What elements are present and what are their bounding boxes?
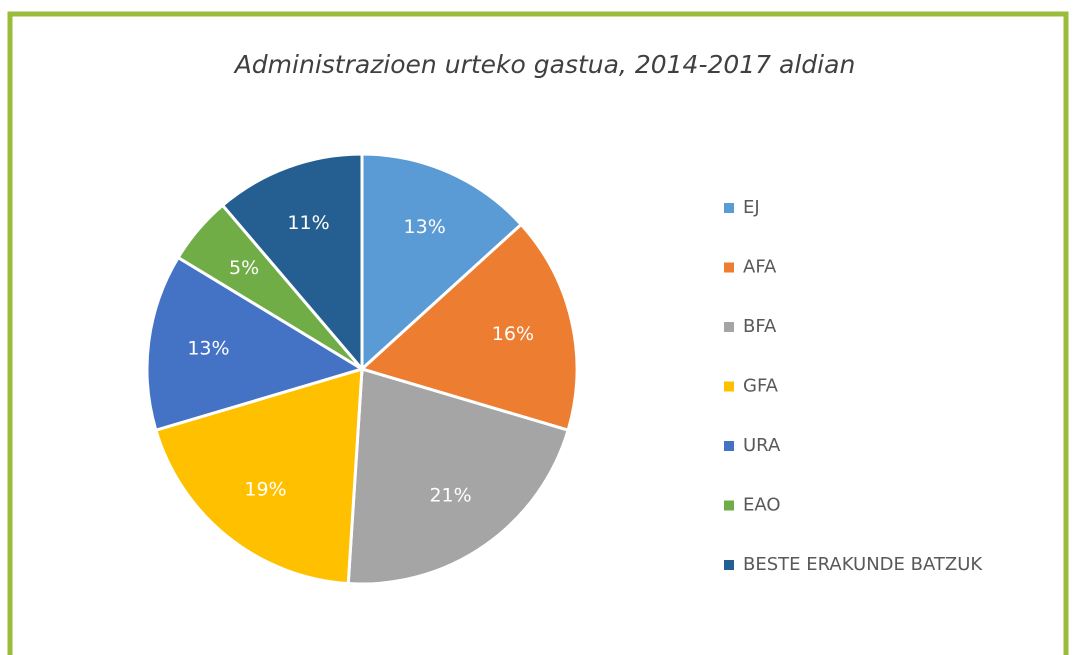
data-label: 13%	[187, 338, 229, 360]
data-label: 19%	[244, 479, 286, 501]
data-label: 21%	[429, 484, 471, 506]
data-label: 5%	[229, 257, 259, 279]
pie-slice	[220, 152, 364, 374]
legend-label: EAO	[743, 495, 781, 516]
legend-swatch	[724, 262, 734, 273]
data-label: 16%	[492, 323, 534, 345]
legend-swatch	[724, 322, 734, 332]
legend-swatch	[724, 381, 734, 392]
legend-swatch	[724, 441, 734, 451]
legend-swatch	[724, 500, 734, 511]
pie-slice	[360, 152, 524, 373]
pie-slice	[154, 366, 364, 586]
pie-slice	[145, 255, 366, 433]
legend-swatch	[724, 560, 734, 570]
chart-title: Administrazioen urteko gastua, 2014-2017…	[233, 50, 856, 79]
legend-label: GFA	[743, 376, 779, 397]
data-label: 11%	[287, 212, 329, 234]
legend-label: BESTE ERAKUNDE BATZUK	[743, 554, 983, 575]
legend-label: URA	[743, 435, 781, 456]
legend-label: EJ	[743, 197, 760, 218]
pie-slice	[359, 222, 579, 433]
legend-label: AFA	[743, 257, 777, 278]
pie-slice	[346, 367, 570, 586]
legend-label: BFA	[743, 316, 777, 337]
data-label: 13%	[404, 216, 446, 238]
legend-swatch	[724, 203, 734, 213]
